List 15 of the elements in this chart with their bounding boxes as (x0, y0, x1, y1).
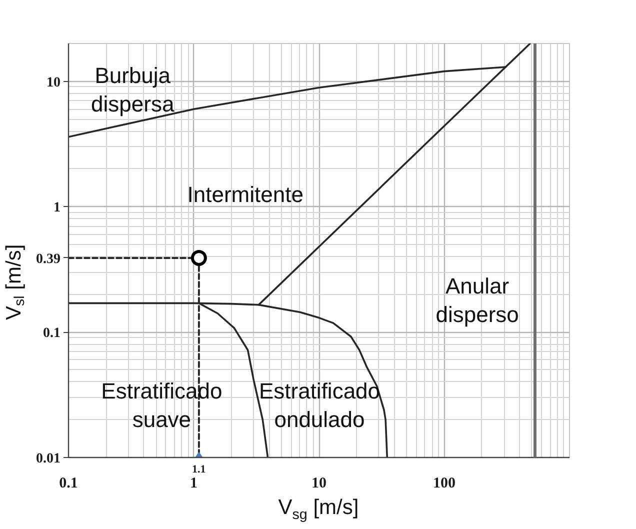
y-tick-label: 1 (54, 200, 60, 216)
x-tick-label: 1 (190, 476, 198, 492)
x-axis-title: V$_{sg}$ [m/s] (278, 496, 359, 524)
y-tick-label: 0.01 (36, 452, 60, 466)
x-tick-label: 10 (312, 476, 326, 492)
y-tick-label: 0.1 (43, 326, 60, 342)
annotation: Estratificado ondulado (258, 378, 380, 432)
annotation: 1.1 (192, 464, 206, 476)
y-tick-label: 10 (46, 75, 60, 90)
annotation: Burbuja dispersa (91, 62, 175, 117)
annotation: Anular disperso (436, 273, 519, 328)
annotation: Intermitente (187, 182, 304, 208)
x-tick-label: 0.1 (59, 476, 78, 492)
x-tick-label: 100 (433, 476, 456, 492)
y-tick-label: 0.39 (36, 252, 60, 267)
